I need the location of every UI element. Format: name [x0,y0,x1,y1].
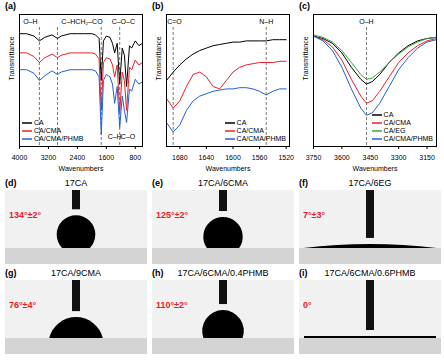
svg-text:O–H: O–H [23,18,37,25]
svg-text:Transmittance: Transmittance [155,36,162,80]
html-text:CA/CMA: CA/CMA [34,127,62,134]
svg-text:(g): (g) [5,268,17,278]
svg-text:17CA/6EG: 17CA/6EG [348,178,391,188]
svg-text:3300: 3300 [391,154,407,161]
html-text:CA: CA [34,119,44,126]
svg-text:3450: 3450 [362,154,378,161]
svg-text:(d): (d) [5,178,17,188]
svg-text:3200: 3200 [41,154,57,161]
html-text:CA/EG: CA/EG [383,127,406,134]
svg-text:17CA/6CMA/0.6PHMB: 17CA/6CMA/0.6PHMB [324,268,415,278]
svg-text:3600: 3600 [334,154,350,161]
svg-text:CH₂–CO: CH₂–CO [75,18,103,25]
svg-text:134°±2°: 134°±2° [9,210,42,220]
svg-text:17CA/6CMA/0.4PHMB: 17CA/6CMA/0.4PHMB [177,268,268,278]
svg-text:1600: 1600 [99,154,115,161]
svg-text:Wavenumbers: Wavenumbers [353,165,398,172]
svg-text:N–H: N–H [259,18,273,25]
svg-text:76°±4°: 76°±4° [9,300,37,310]
html-text:CA/CMA/PHMB: CA/CMA/PHMB [34,135,84,142]
svg-text:C–O: C–O [121,133,136,140]
svg-text:2400: 2400 [70,154,86,161]
html-text:CA/CMA/PHMB: CA/CMA/PHMB [236,135,286,142]
html-text:CA/CMA: CA/CMA [236,127,264,134]
svg-text:17CA/9CMA: 17CA/9CMA [51,268,101,278]
svg-text:C–H: C–H [108,133,122,140]
svg-text:800: 800 [129,154,141,161]
svg-text:3150: 3150 [419,154,435,161]
svg-text:0°: 0° [303,300,312,310]
html-text:(b): (b) [152,1,164,11]
svg-text:1680: 1680 [172,154,188,161]
svg-text:125°±2°: 125°±2° [156,210,189,220]
svg-text:C–H: C–H [61,18,75,25]
svg-text:(i): (i) [299,268,308,278]
svg-text:(f): (f) [299,178,308,188]
svg-text:7°±3°: 7°±3° [303,210,326,220]
svg-text:O–H: O–H [359,18,373,25]
svg-text:Wavenumbers: Wavenumbers [206,165,251,172]
html-text:CA/CMA/PHMB: CA/CMA/PHMB [383,135,433,142]
svg-text:(h): (h) [152,268,164,278]
html-text:(c): (c) [299,1,310,11]
html-text:(a): (a) [5,1,16,11]
svg-text:17CA/6CMA: 17CA/6CMA [198,178,248,188]
svg-text:C=O: C=O [167,18,182,25]
svg-text:1600: 1600 [225,154,241,161]
svg-text:Transmittance: Transmittance [8,36,15,80]
svg-text:4000: 4000 [12,154,28,161]
svg-text:1520: 1520 [278,154,294,161]
svg-text:Wavenumbers: Wavenumbers [59,165,104,172]
svg-text:17CA: 17CA [65,178,88,188]
svg-text:(e): (e) [152,178,163,188]
svg-text:C–O–C: C–O–C [112,18,135,25]
html-text:CA: CA [236,119,247,126]
svg-text:3750: 3750 [306,154,322,161]
html-text:CA: CA [383,111,394,118]
svg-text:1560: 1560 [252,154,268,161]
html-text:CA/CMA: CA/CMA [383,119,411,126]
svg-text:1640: 1640 [199,154,215,161]
svg-text:110°±2°: 110°±2° [156,300,188,310]
svg-text:Transmittance: Transmittance [302,36,309,80]
